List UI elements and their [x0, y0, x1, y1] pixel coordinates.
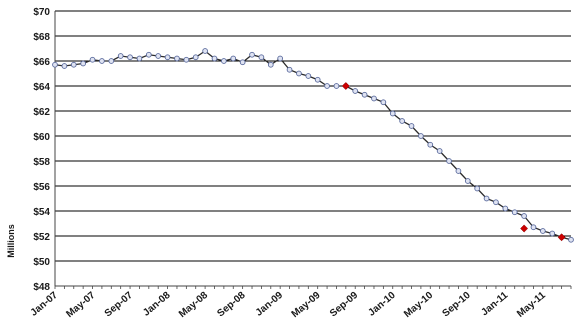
data-point — [324, 83, 330, 89]
y-tick-label: $60 — [33, 132, 50, 143]
data-point — [192, 54, 199, 61]
data-point — [174, 55, 180, 62]
data-point — [277, 55, 284, 62]
data-point — [418, 133, 424, 139]
data-point — [521, 213, 527, 219]
y-tick-labels: $48 $50 $52 $54 $56 $58 $60 $62 $64 $66 $68 $70 — [33, 7, 50, 293]
x-tick-label: Jan-07 — [29, 290, 61, 319]
x-tick-label: May-07 — [64, 290, 97, 321]
data-point — [89, 56, 96, 63]
x-tick-label: Sep-08 — [215, 290, 248, 320]
x-tick-label: May-11 — [515, 290, 548, 320]
y-tick-label: $58 — [33, 157, 50, 168]
highlighted-data-point — [341, 82, 350, 90]
data-point — [436, 148, 443, 154]
y-tick-label: $62 — [33, 107, 50, 118]
data-point — [249, 51, 255, 58]
data-point — [230, 55, 237, 62]
x-tick-label: Jan-09 — [254, 290, 286, 319]
data-point — [80, 60, 86, 67]
data-point — [371, 95, 377, 102]
data-point — [239, 59, 246, 66]
data-point — [493, 199, 499, 206]
data-point — [52, 61, 58, 68]
data-point — [389, 110, 396, 117]
data-point — [568, 236, 574, 243]
data-series — [52, 48, 574, 243]
y-tick-label: $54 — [33, 207, 50, 218]
y-tick-label: $66 — [33, 57, 50, 68]
data-point — [267, 61, 274, 68]
data-point — [127, 54, 133, 61]
x-tick-label: May-09 — [290, 290, 323, 321]
data-point — [202, 48, 208, 54]
data-point — [549, 230, 556, 237]
data-point — [70, 61, 77, 68]
data-point — [464, 178, 471, 184]
data-point — [136, 55, 143, 62]
data-point — [361, 91, 368, 98]
data-point — [211, 55, 218, 62]
data-point — [183, 56, 190, 63]
data-point — [474, 185, 481, 192]
data-point — [108, 58, 115, 64]
highlighted-data-point — [557, 233, 566, 242]
y-tick-label: $48 — [33, 282, 50, 293]
y-tick-label: $68 — [33, 32, 50, 43]
data-point — [155, 53, 162, 59]
data-point — [221, 58, 227, 64]
data-point — [164, 54, 171, 61]
x-tick-label: May-10 — [402, 290, 435, 321]
y-tick-label: $56 — [33, 182, 50, 193]
data-point — [61, 63, 68, 69]
data-point — [314, 76, 321, 83]
x-tick-label: May-08 — [177, 290, 210, 321]
data-point — [455, 168, 462, 174]
data-point — [145, 51, 152, 58]
x-tick-label: Jan-10 — [366, 290, 398, 319]
x-tick-label: Sep-10 — [441, 290, 474, 320]
data-point — [427, 141, 434, 148]
data-point — [258, 54, 265, 61]
data-point — [540, 228, 546, 234]
data-point — [511, 209, 518, 216]
data-point — [352, 88, 359, 94]
y-tick-label: $50 — [33, 257, 50, 268]
data-point — [483, 195, 490, 202]
x-tick-label: Sep-07 — [103, 290, 136, 320]
data-point — [446, 158, 452, 164]
data-point — [117, 53, 124, 59]
grid-lines — [55, 10, 571, 262]
data-point — [296, 70, 302, 77]
data-point — [286, 66, 293, 73]
data-point — [305, 73, 312, 79]
data-point — [333, 83, 340, 89]
x-tick-labels: Jan-07 May-07 Sep-07 Jan-08 May-08 Sep-08 Jan-… — [29, 290, 549, 321]
x-tick-label: Jan-11 — [479, 290, 510, 319]
data-point — [399, 118, 405, 124]
axes — [54, 11, 572, 289]
y-tick-label: $64 — [33, 82, 50, 93]
x-tick-label: Sep-09 — [328, 290, 361, 320]
highlighted-data-point — [520, 224, 529, 233]
data-point — [502, 205, 509, 212]
data-point — [408, 123, 415, 129]
y-tick-label: $70 — [33, 7, 50, 18]
data-point — [380, 99, 387, 106]
y-tick-label: $52 — [33, 232, 50, 243]
y-axis-label: Millions — [6, 224, 16, 258]
data-point — [530, 224, 537, 231]
x-tick-label: Jan-08 — [141, 290, 173, 319]
data-point — [99, 58, 105, 64]
